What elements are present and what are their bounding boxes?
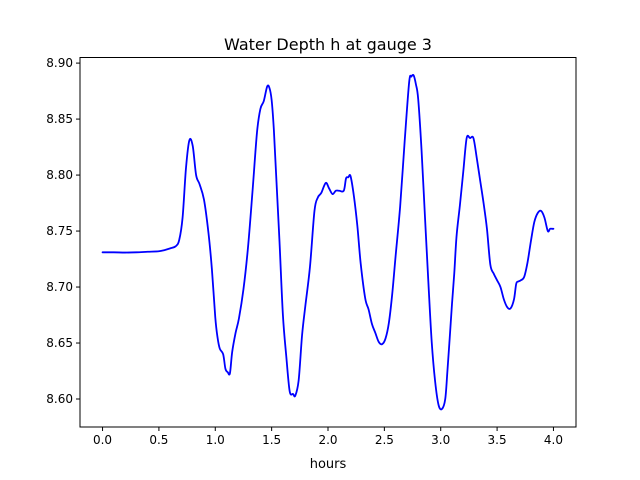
chart-title: Water Depth h at gauge 3 <box>224 35 432 54</box>
x-tick-label: 3.5 <box>488 433 507 447</box>
x-tick-label: 0.0 <box>93 433 112 447</box>
x-axis-label: hours <box>310 457 347 472</box>
x-tick-label: 1.0 <box>206 433 225 447</box>
y-tick-label: 8.60 <box>46 392 73 406</box>
x-tick-label: 1.5 <box>262 433 281 447</box>
y-tick-label: 8.80 <box>46 168 73 182</box>
y-tick-label: 8.75 <box>46 224 73 238</box>
y-tick-label: 8.85 <box>46 112 73 126</box>
y-tick-label: 8.65 <box>46 336 73 350</box>
x-tick-label: 3.0 <box>431 433 450 447</box>
x-tick-label: 4.0 <box>544 433 563 447</box>
x-axis-ticks: 0.0 0.5 1.0 1.5 2.0 2.5 3.0 3.5 4.0 <box>93 427 563 447</box>
x-tick-label: 0.5 <box>149 433 168 447</box>
x-tick-label: 2.0 <box>318 433 337 447</box>
plot-area-frame <box>79 57 577 428</box>
x-tick-label: 2.5 <box>375 433 394 447</box>
y-tick-label: 8.90 <box>46 56 73 70</box>
y-axis-ticks: 8.60 8.65 8.70 8.75 8.80 8.85 8.90 <box>46 56 80 406</box>
series-line <box>101 73 555 411</box>
y-tick-label: 8.70 <box>46 280 73 294</box>
